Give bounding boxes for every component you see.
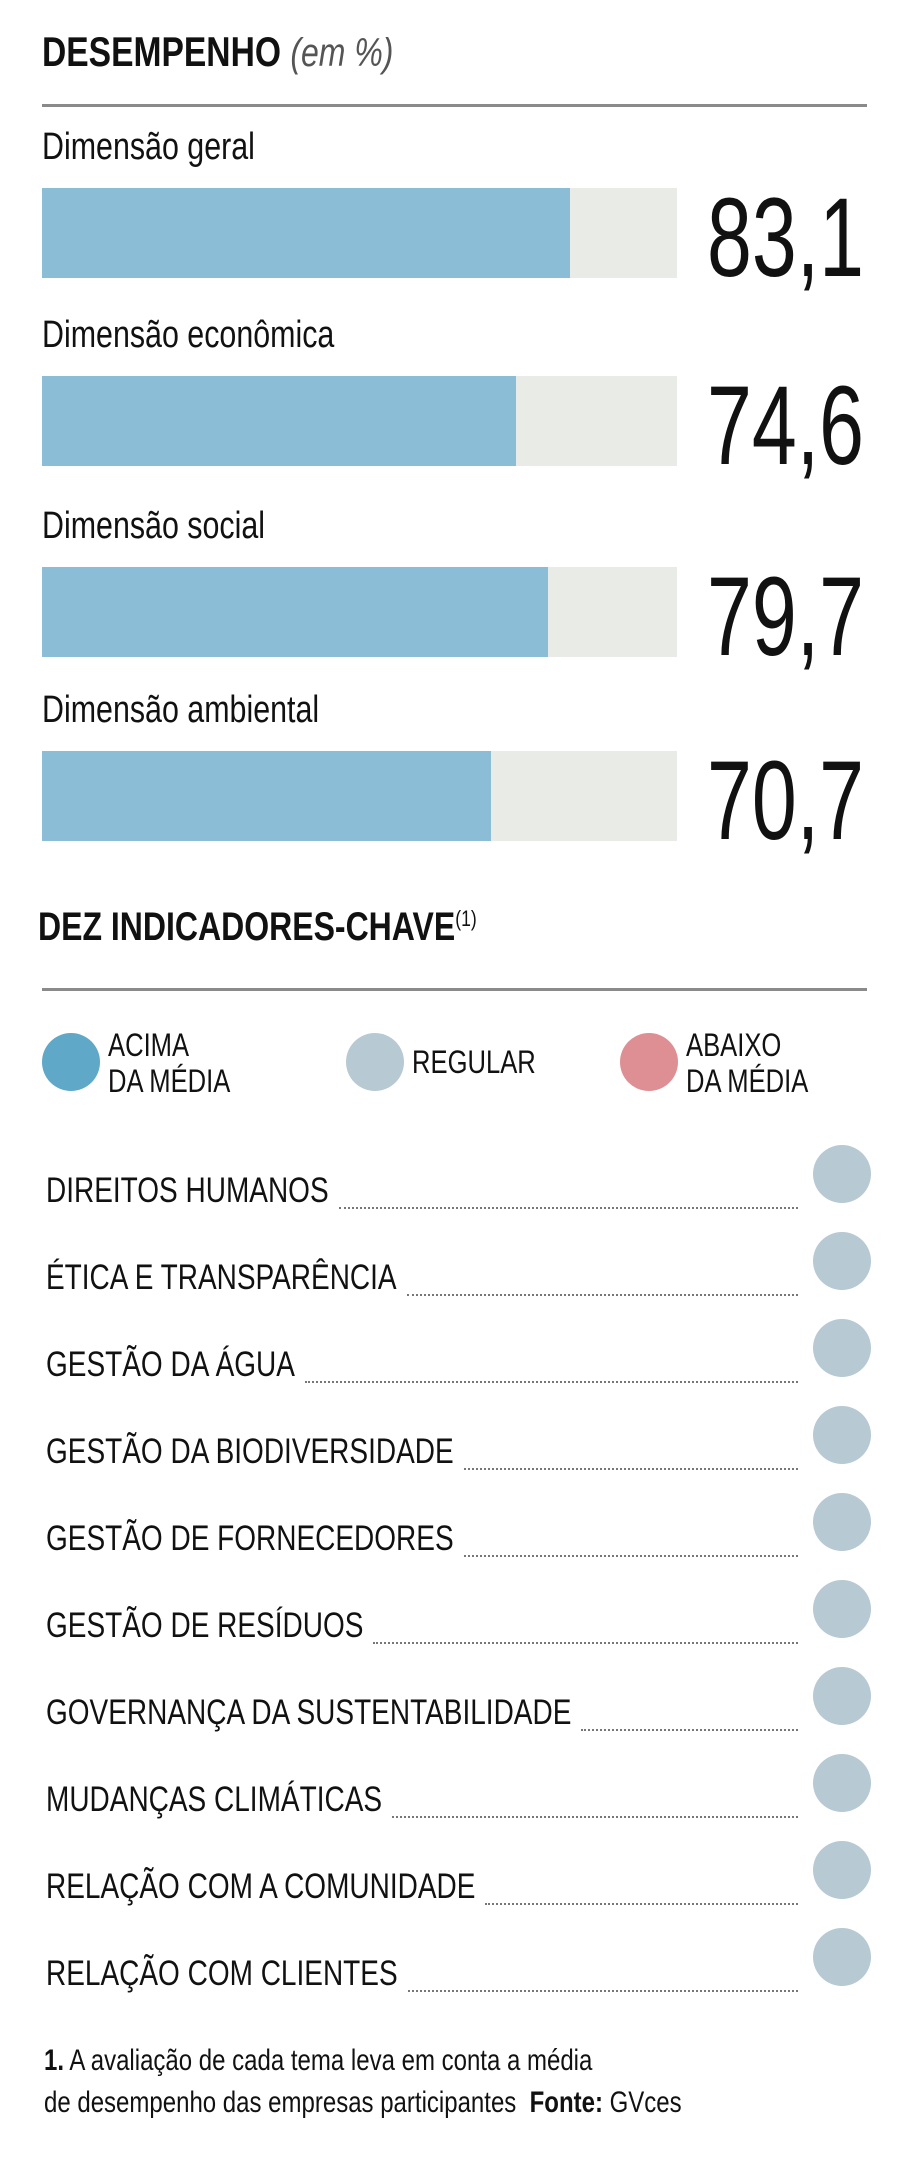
- bar-fill: [42, 567, 549, 657]
- indicator-row: GESTÃO DA ÁGUA: [46, 1319, 906, 1397]
- indicator-row: ÉTICA E TRANSPARÊNCIA: [46, 1232, 906, 1310]
- legend-dot-icon: [346, 1033, 404, 1091]
- bar-value: 79,7: [707, 554, 864, 679]
- bar-track: [42, 751, 677, 841]
- dotted-leader: [392, 1816, 798, 1818]
- status-regular-icon: [813, 1928, 871, 1986]
- bar-fill: [42, 188, 570, 278]
- status-regular-icon: [813, 1580, 871, 1638]
- legend-dot-icon: [42, 1033, 100, 1091]
- status-regular-icon: [813, 1754, 871, 1812]
- indicator-row: RELAÇÃO COM CLIENTES: [46, 1928, 906, 2006]
- bar-fill: [42, 376, 516, 466]
- dotted-leader: [406, 1294, 798, 1296]
- bar-track: [42, 567, 677, 657]
- indicator-row: GESTÃO DE RESÍDUOS: [46, 1580, 906, 1658]
- indicator-row: GESTÃO DE FORNECEDORES: [46, 1493, 906, 1571]
- legend-label: REGULAR: [412, 1044, 536, 1080]
- bar-track: [42, 376, 677, 466]
- status-regular-icon: [813, 1319, 871, 1377]
- footnote: 1. A avaliação de cada tema leva em cont…: [44, 2044, 682, 2119]
- bar-fill: [42, 751, 491, 841]
- dotted-leader: [407, 1990, 798, 1992]
- bar-label: Dimensão geral: [42, 126, 255, 168]
- legend-label: ABAIXO DA MÉDIA: [686, 1027, 809, 1099]
- status-regular-icon: [813, 1145, 871, 1203]
- bar-value: 74,6: [707, 363, 864, 488]
- dotted-leader: [304, 1381, 798, 1383]
- bar-track: [42, 188, 677, 278]
- section-title: DESEMPENHO (em %): [42, 28, 394, 75]
- indicator-row: GOVERNANÇA DA SUSTENTABILIDADE: [46, 1667, 906, 1745]
- bar-value: 70,7: [707, 738, 864, 863]
- status-regular-icon: [813, 1841, 871, 1899]
- indicator-row: DIREITOS HUMANOS: [46, 1145, 906, 1223]
- dotted-leader: [338, 1207, 798, 1209]
- dotted-leader: [463, 1468, 798, 1470]
- status-regular-icon: [813, 1406, 871, 1464]
- legend-label: ACIMA DA MÉDIA: [108, 1027, 231, 1099]
- status-regular-icon: [813, 1232, 871, 1290]
- bar-label: Dimensão social: [42, 505, 266, 547]
- dotted-leader: [485, 1903, 798, 1905]
- bar-value: 83,1: [707, 175, 864, 300]
- status-regular-icon: [813, 1493, 871, 1551]
- bar-label: Dimensão ambiental: [42, 689, 320, 731]
- dotted-leader: [373, 1642, 798, 1644]
- legend-dot-icon: [620, 1033, 678, 1091]
- divider: [42, 104, 867, 107]
- indicator-row: RELAÇÃO COM A COMUNIDADE: [46, 1841, 906, 1919]
- divider: [42, 988, 867, 991]
- indicator-row: MUDANÇAS CLIMÁTICAS: [46, 1754, 906, 1832]
- dotted-leader: [581, 1729, 798, 1731]
- status-regular-icon: [813, 1667, 871, 1725]
- indicators-title: DEZ INDICADORES-CHAVE(1): [38, 905, 477, 949]
- indicator-row: GESTÃO DA BIODIVERSIDADE: [46, 1406, 906, 1484]
- dotted-leader: [463, 1555, 798, 1557]
- bar-label: Dimensão econômica: [42, 314, 335, 356]
